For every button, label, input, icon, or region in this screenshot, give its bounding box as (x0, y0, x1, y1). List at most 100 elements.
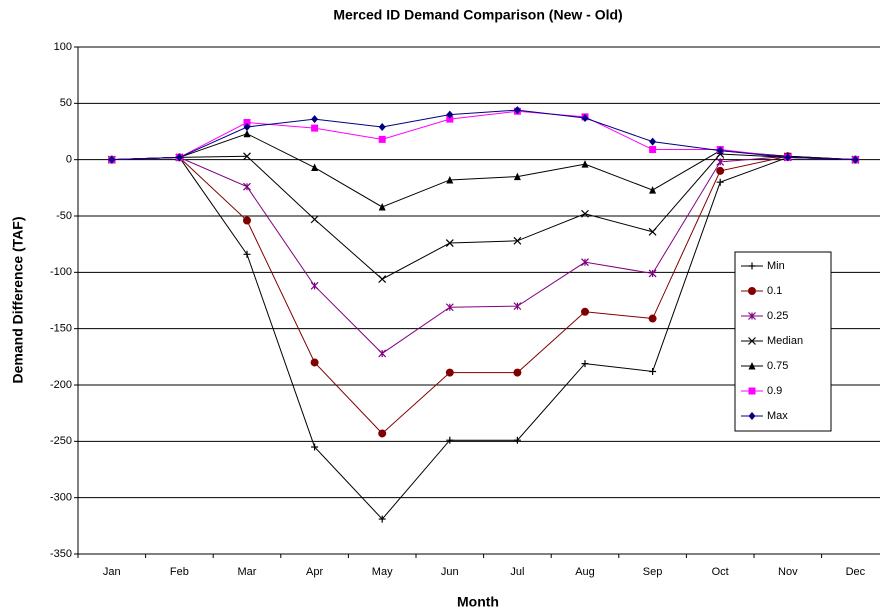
legend-label: 0.75 (767, 360, 788, 372)
marker (649, 146, 657, 154)
marker (649, 137, 657, 146)
marker (108, 155, 116, 164)
legend-label: 0.9 (767, 385, 782, 397)
y-tick-label: 50 (60, 97, 72, 109)
marker (310, 215, 319, 224)
marker (445, 368, 454, 377)
marker (716, 146, 724, 155)
x-tick-label: Mar (238, 566, 257, 578)
y-tick-label: 100 (54, 41, 72, 53)
marker (378, 429, 387, 438)
marker (581, 307, 589, 316)
marker (748, 412, 756, 420)
marker (648, 269, 657, 278)
legend-label: Median (767, 335, 803, 347)
marker (513, 236, 522, 245)
marker (378, 515, 386, 523)
marker (311, 115, 319, 124)
y-tick-label: -300 (50, 492, 72, 504)
series-line (111, 155, 856, 355)
marker (310, 358, 319, 367)
y-tick-label: -150 (50, 323, 72, 335)
marker (648, 227, 657, 236)
marker (513, 106, 521, 115)
y-tick-label: 0 (66, 154, 72, 166)
marker (243, 129, 251, 138)
marker (513, 302, 522, 311)
marker (378, 122, 386, 131)
marker (748, 312, 756, 320)
chart-title: Merced ID Demand Comparison (New - Old) (333, 7, 622, 23)
marker (378, 135, 386, 143)
x-tick-label: Feb (170, 566, 189, 578)
marker (446, 436, 454, 444)
marker (243, 118, 251, 126)
marker (310, 281, 319, 290)
legend-label: 0.25 (767, 310, 788, 322)
marker (716, 166, 725, 175)
marker (378, 275, 387, 284)
x-tick-label: Jun (441, 566, 459, 578)
marker (784, 153, 792, 162)
legend-label: Max (767, 410, 788, 422)
marker (649, 186, 657, 194)
y-axis-label: Demand Difference (TAF) (10, 217, 26, 384)
series-line (111, 156, 856, 520)
x-tick-label: Dec (846, 566, 866, 578)
marker (445, 239, 454, 247)
marker (648, 314, 657, 323)
x-tick-label: Aug (575, 566, 595, 578)
marker (581, 113, 589, 122)
marker (748, 337, 756, 345)
x-tick-label: Apr (306, 566, 323, 578)
marker (243, 152, 251, 161)
marker (748, 362, 756, 370)
marker (513, 368, 522, 377)
y-tick-label: -350 (50, 548, 72, 560)
marker (378, 202, 386, 211)
marker (748, 287, 756, 295)
legend-label: 0.1 (767, 285, 782, 297)
series-line (111, 109, 856, 161)
marker (446, 110, 454, 119)
y-tick-label: -100 (50, 266, 72, 278)
marker (716, 178, 724, 186)
legend-label: Min (767, 260, 785, 272)
marker (243, 182, 251, 191)
marker (851, 155, 859, 164)
x-axis-label: Month (457, 594, 499, 610)
marker (175, 153, 183, 162)
marker (378, 349, 387, 358)
marker (581, 160, 589, 168)
marker (748, 262, 756, 270)
y-tick-label: -250 (50, 435, 72, 447)
series-line (111, 155, 856, 435)
marker (581, 209, 589, 218)
marker (513, 172, 521, 181)
y-tick-label: -50 (56, 210, 72, 222)
marker (311, 163, 319, 172)
series-line (111, 110, 856, 161)
x-tick-label: Jan (103, 566, 121, 578)
x-tick-label: Jul (510, 566, 524, 578)
marker (311, 124, 319, 132)
x-tick-label: Oct (712, 566, 729, 578)
series-line (111, 133, 856, 208)
marker (446, 115, 454, 123)
marker (716, 157, 725, 166)
marker (649, 367, 657, 375)
y-tick-label: -200 (50, 379, 72, 391)
marker (311, 443, 319, 451)
x-tick-label: Sep (643, 566, 663, 578)
marker (446, 175, 454, 184)
marker (748, 387, 756, 395)
marker (243, 250, 251, 258)
marker (243, 216, 251, 225)
series-line (111, 153, 856, 280)
x-tick-label: May (372, 566, 393, 578)
marker (513, 436, 521, 444)
marker (445, 303, 454, 312)
x-tick-label: Nov (778, 566, 798, 578)
marker (581, 360, 589, 368)
